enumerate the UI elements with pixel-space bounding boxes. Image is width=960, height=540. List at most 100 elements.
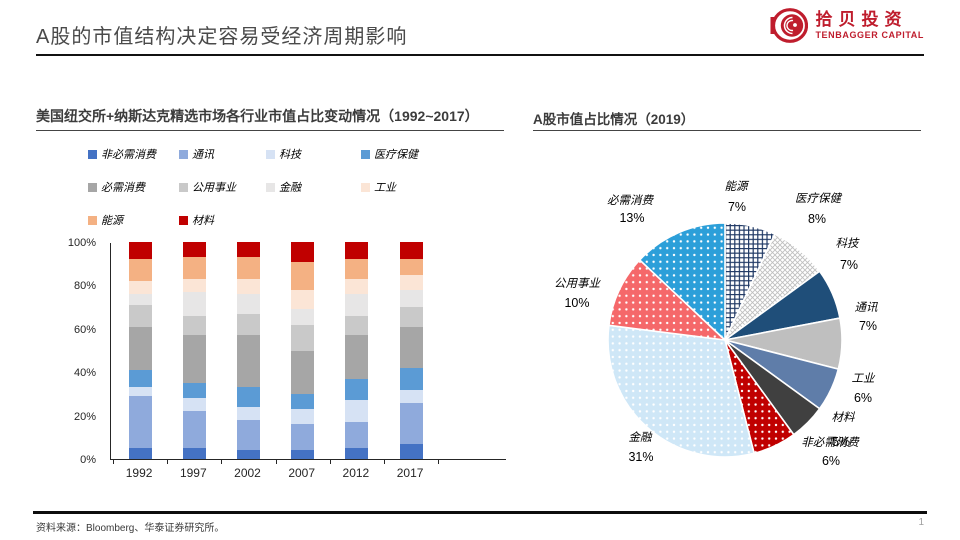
pie-label-name: 医疗保健 (795, 191, 841, 205)
legend-item-8: 能源 (88, 213, 123, 227)
bar-segment (182, 315, 206, 336)
legend-item-9: 材料 (179, 213, 214, 227)
legend-item-1: 通讯 (179, 147, 214, 161)
legend-item-4: 必需消费 (88, 180, 145, 194)
legend-swatch (266, 149, 275, 159)
title-underline (36, 54, 924, 56)
bar-segment (237, 294, 260, 314)
page-title: A股的市值结构决定容易受经济周期影响 (36, 26, 408, 48)
bar-segment (291, 289, 315, 310)
stacked-bar-1992 (128, 242, 152, 459)
bar-segment (182, 411, 206, 449)
bar-segment (345, 448, 369, 459)
pie-label-value: 6% (853, 391, 873, 405)
bar-segment (237, 257, 260, 279)
legend-item-2: 科技 (266, 147, 301, 161)
bar-segment (399, 274, 423, 290)
y-axis-label: 20% (73, 410, 96, 423)
legend-swatch (266, 182, 275, 192)
legend-label: 公用事业 (192, 181, 236, 194)
legend-swatch (179, 182, 188, 192)
bar-segment (291, 261, 315, 290)
bar-segment (237, 335, 260, 388)
bar-segment (128, 304, 152, 327)
legend-swatch (88, 215, 97, 225)
legend-item-6: 金融 (266, 180, 301, 194)
bar-segment (399, 402, 423, 444)
bar-segment (291, 424, 315, 451)
y-axis-label: 60% (73, 323, 96, 336)
logo-cn-text: 拾贝投资 (815, 10, 908, 29)
bar-segment (291, 350, 315, 394)
x-axis-label: 2002 (234, 466, 261, 480)
bar-plot (110, 242, 506, 464)
bar-segment (182, 383, 206, 399)
bar-segment (237, 406, 260, 420)
legend-item-3: 医疗保健 (361, 147, 418, 161)
stacked-bar-2012 (345, 242, 369, 459)
bar-chart-legend: 非必需消费 通讯 科技 医疗保健 必需消费 公用事业 金融 工业 能源 材料 (88, 147, 488, 237)
source-note: 资料来源：Bloomberg、华泰证券研究所。 (36, 523, 225, 534)
bar-segment (182, 257, 206, 279)
x-axis-tick (113, 460, 114, 464)
bar-segment (399, 259, 423, 275)
bar-chart-title: 美国纽交所+纳斯达克精选市场各行业市值占比变动情况（1992~2017） (36, 108, 479, 124)
legend-swatch (361, 149, 370, 159)
bar-segment (399, 289, 423, 308)
bar-segment (291, 450, 315, 459)
stacked-bar-2002 (237, 242, 260, 459)
pie-slice-8 (608, 258, 728, 342)
bar-segment (291, 409, 315, 425)
pie-label-name: 能源 (724, 179, 748, 193)
pie-svg (607, 222, 843, 458)
bar-segment (345, 242, 369, 260)
pie-label-name: 必需消费 (607, 193, 653, 207)
legend-swatch (179, 149, 188, 159)
bar-segment (128, 448, 152, 459)
bar-segment (399, 389, 423, 403)
x-axis-tick (384, 460, 385, 464)
legend-label: 通讯 (192, 148, 214, 161)
legend-item-0: 非必需消费 (88, 147, 156, 161)
legend-label: 能源 (101, 214, 123, 227)
legend-label: 医疗保健 (374, 148, 418, 161)
legend-swatch (179, 215, 188, 225)
bar-segment (237, 313, 260, 336)
bar-segment (237, 450, 260, 459)
x-axis-label: 1992 (125, 466, 153, 480)
legend-label: 金融 (279, 181, 301, 194)
stacked-bar-1997 (182, 242, 206, 459)
bar-segment (345, 378, 369, 401)
legend-swatch (88, 182, 97, 192)
x-axis-tick (167, 460, 169, 464)
bar-segment (128, 387, 152, 397)
x-axis-tick (221, 460, 223, 464)
bar-segment (345, 294, 369, 316)
bar-segment (237, 278, 260, 295)
bar-segment (345, 422, 369, 449)
bar-segment (182, 448, 206, 459)
page-number: 1 (918, 517, 924, 528)
x-axis-tick (329, 460, 331, 464)
pie-label-value: 7% (858, 319, 878, 333)
y-axis-label: 80% (73, 280, 96, 293)
bar-segment (345, 335, 369, 379)
pie-label-value: 7% (727, 200, 747, 214)
legend-label: 非必需消费 (101, 148, 156, 161)
bar-segment (345, 259, 369, 279)
bar-segment (399, 326, 423, 368)
stacked-bar-2007 (291, 242, 315, 459)
bar-x-labels: 1992 1997 2002 2007 2012 2017 (110, 466, 506, 482)
bar-segment (291, 324, 315, 351)
x-axis-tick (275, 460, 277, 464)
legend-swatch (361, 182, 370, 192)
x-axis-tick (438, 460, 440, 464)
legend-label: 材料 (192, 214, 214, 227)
bar-segment (128, 294, 152, 305)
legend-label: 必需消费 (101, 181, 145, 194)
bar-segment (182, 291, 206, 316)
bar-segment (291, 309, 315, 325)
bar-segment (399, 307, 423, 327)
legend-label: 科技 (279, 148, 301, 161)
footer-line (33, 511, 927, 514)
